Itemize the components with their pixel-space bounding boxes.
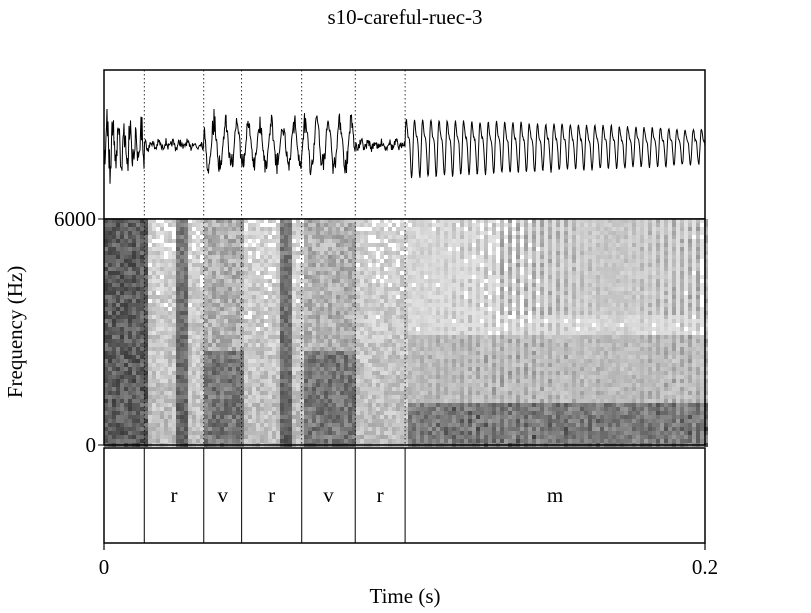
segment-label-5: m bbox=[547, 483, 563, 507]
waveform-panel bbox=[103, 69, 706, 220]
segment-label-1: v bbox=[217, 483, 228, 507]
x-tick-label-0: 0 bbox=[99, 555, 110, 579]
segment-label-4: r bbox=[377, 483, 384, 507]
x-axis-label: Time (s) bbox=[370, 584, 441, 608]
tier-frame bbox=[103, 447, 706, 544]
spectrogram-intensity bbox=[104, 219, 708, 447]
y-tick-label-0: 6000 bbox=[54, 207, 96, 231]
spectrogram-panel bbox=[103, 218, 708, 447]
waveform-trace bbox=[103, 108, 706, 184]
x-axis: Time (s) 0 0.2 bbox=[99, 543, 718, 608]
chart-title: s10-careful-ruec-3 bbox=[327, 5, 482, 29]
segment-label-3: v bbox=[323, 483, 334, 507]
segment-label-2: r bbox=[268, 483, 275, 507]
y-axis-label: Frequency (Hz) bbox=[3, 266, 27, 398]
y-tick-label-1: 0 bbox=[86, 433, 97, 457]
y-axis: Frequency (Hz) 6000 0 bbox=[3, 207, 104, 457]
segment-label-0: r bbox=[171, 483, 178, 507]
x-tick-label-1: 0.2 bbox=[692, 555, 718, 579]
